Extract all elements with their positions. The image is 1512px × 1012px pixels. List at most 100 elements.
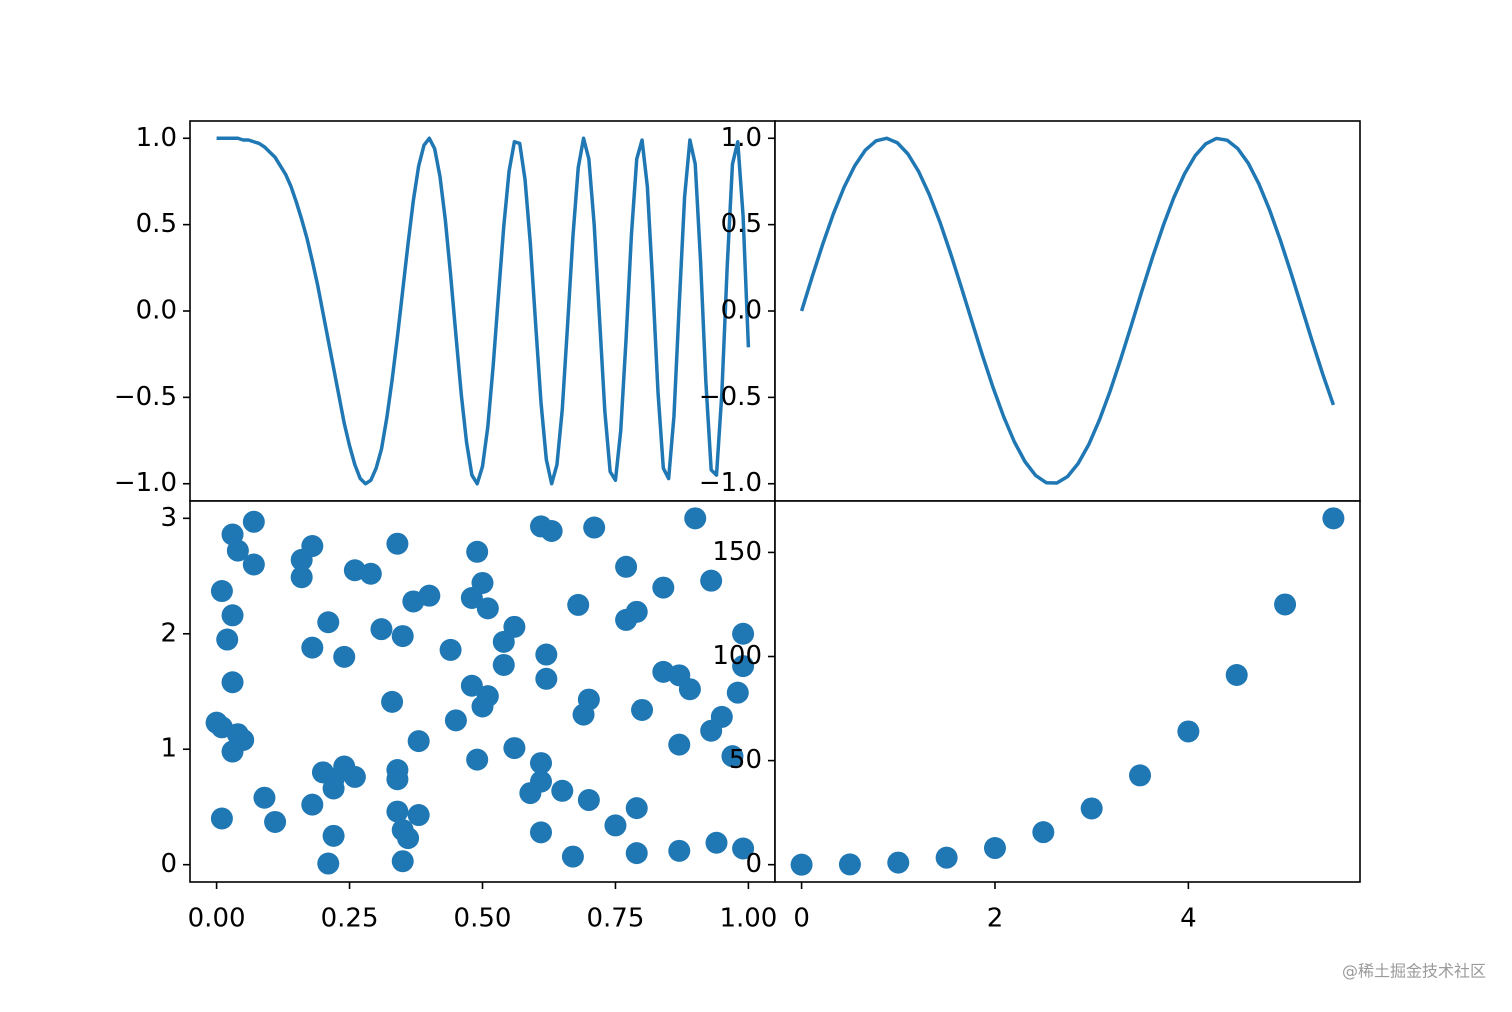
plot-area (799, 136, 1336, 485)
point (887, 851, 910, 874)
plot-area (205, 507, 755, 875)
point (625, 842, 648, 865)
y-tick-label: 100 (712, 641, 762, 671)
point (407, 804, 430, 827)
point (386, 800, 409, 823)
point (444, 709, 467, 732)
y-tick-label: −1.0 (114, 468, 177, 498)
point (492, 653, 515, 676)
y-tick-label: 3 (160, 503, 177, 533)
point (370, 618, 393, 641)
x-tick-label: 2 (987, 904, 1004, 934)
point (572, 703, 595, 726)
point (301, 793, 324, 816)
point (242, 553, 265, 576)
point (471, 571, 494, 594)
point (476, 685, 499, 708)
axes: −1.0−0.50.00.51.00246810 (699, 120, 1361, 553)
point (652, 576, 675, 599)
point (530, 821, 552, 844)
x-tick-label: 1.00 (719, 904, 777, 934)
point (301, 535, 324, 558)
point (253, 786, 276, 809)
y-tick-label: −1.0 (699, 468, 762, 498)
point (407, 730, 430, 753)
point (439, 638, 462, 661)
point (343, 765, 366, 788)
point (561, 845, 584, 868)
point (1322, 507, 1345, 530)
x-tick-label: 0.00 (188, 904, 246, 934)
point (935, 846, 958, 869)
point (221, 740, 244, 763)
point (625, 797, 648, 820)
line (799, 136, 1336, 485)
point (466, 540, 489, 563)
point (577, 789, 600, 812)
x-tick-label: 0.50 (454, 904, 512, 934)
x-tick-label: 0.25 (321, 904, 379, 934)
point (381, 690, 404, 713)
point (317, 852, 340, 875)
point (221, 604, 244, 627)
line (216, 136, 751, 486)
point (1274, 593, 1297, 616)
y-tick-label: 0.5 (721, 209, 762, 239)
y-tick-label: 50 (729, 745, 762, 775)
x-tick-label: 4 (1180, 904, 1197, 934)
axes-bg (775, 121, 1360, 501)
y-tick-label: 0.0 (721, 296, 762, 326)
point (726, 681, 749, 704)
plot-area (790, 507, 1345, 876)
point (732, 837, 755, 860)
point (503, 737, 526, 760)
point (210, 807, 233, 830)
y-tick-label: 1.0 (136, 123, 177, 153)
y-tick-label: 150 (712, 537, 762, 567)
x-tick-label: 0 (793, 904, 810, 934)
point (668, 733, 691, 756)
point (732, 622, 755, 645)
point (386, 768, 409, 791)
axes: 0 50 100 150 0 2 4 (712, 500, 1361, 934)
point (1177, 720, 1200, 743)
point (540, 520, 563, 543)
point (1129, 764, 1152, 787)
point (668, 839, 691, 862)
point (983, 837, 1006, 860)
point (391, 850, 414, 873)
y-tick-label: −0.5 (699, 382, 762, 412)
point (397, 827, 420, 850)
point (732, 655, 755, 678)
point (301, 636, 324, 659)
point (678, 678, 701, 701)
point (631, 698, 654, 721)
point (721, 745, 744, 768)
point (242, 510, 265, 533)
point (391, 625, 414, 648)
point (604, 814, 627, 837)
point (476, 597, 499, 620)
point (1080, 797, 1103, 820)
point (1225, 663, 1248, 686)
point (710, 705, 733, 728)
point (264, 810, 287, 833)
point (625, 600, 648, 623)
point (583, 516, 606, 539)
y-tick-label: −0.5 (114, 382, 177, 412)
point (460, 674, 483, 697)
point (503, 615, 526, 638)
plot-area (216, 136, 751, 486)
point (615, 555, 638, 578)
point (210, 580, 233, 603)
point (684, 507, 707, 530)
y-tick-label: 2 (160, 618, 177, 648)
axes-bg (775, 501, 1360, 882)
point (535, 643, 558, 666)
point (466, 748, 489, 771)
axes: 0 1 2 3 0.00 0.25 0.50 0.75 1.00 (160, 500, 777, 934)
point (519, 782, 542, 805)
point (530, 752, 552, 775)
y-tick-label: 1.0 (721, 123, 762, 153)
